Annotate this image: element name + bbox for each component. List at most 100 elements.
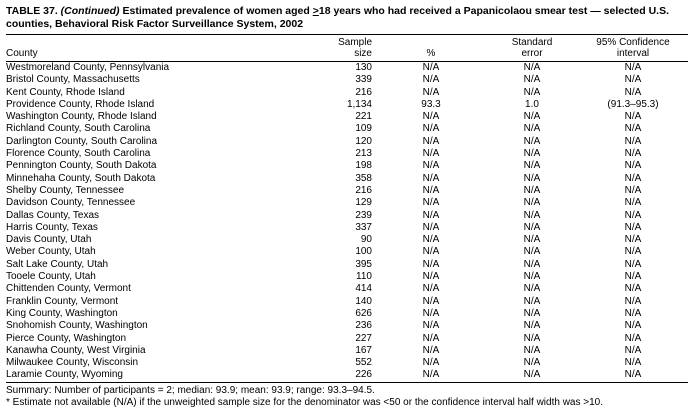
standard-error-cell: N/A <box>523 135 541 147</box>
sample-size-cell: 626 <box>355 307 372 319</box>
table-row: Snohomish County, Washington 236 N/A N/A… <box>6 320 688 332</box>
county-cell: Snohomish County, Washington <box>6 320 148 332</box>
standard-error-cell: N/A <box>523 172 541 184</box>
percent-cell: N/A <box>422 209 440 221</box>
sample-size-cell: 1,134 <box>346 98 372 110</box>
sample-size-cell: 129 <box>355 197 372 209</box>
standard-error-cell: N/A <box>523 62 541 73</box>
percent-cell: N/A <box>422 135 440 147</box>
column-header-sample-line2: size <box>354 48 372 59</box>
confidence-interval-cell: N/A <box>624 209 642 221</box>
standard-error-cell: N/A <box>523 221 541 233</box>
confidence-interval-cell: N/A <box>624 283 642 295</box>
column-header-sample-size: Sample size <box>336 34 376 62</box>
percent-cell: N/A <box>422 172 440 184</box>
table-row: Florence County, South Carolina 213 N/A … <box>6 148 688 160</box>
percent-cell: N/A <box>422 74 440 86</box>
percent-cell: N/A <box>376 369 486 383</box>
footnote-line: * Estimate not available (N/A) if the un… <box>6 396 603 408</box>
standard-error-cell: N/A <box>523 111 541 123</box>
table-row: King County, Washington 626 N/A N/A N/A <box>6 308 688 320</box>
confidence-interval-cell: (91.3–95.3) <box>607 98 659 110</box>
table-row: Richland County, South Carolina 109 N/A … <box>6 123 688 135</box>
column-header-ci-line1: 95% Confidence <box>596 37 670 48</box>
county-cell: Florence County, South Carolina <box>6 148 151 160</box>
table-number: TABLE 37. <box>6 5 58 17</box>
confidence-interval-cell: N/A <box>578 369 688 383</box>
sample-size-cell: 109 <box>355 123 372 135</box>
percent-cell: N/A <box>422 283 440 295</box>
column-header-county: County <box>6 34 336 62</box>
table-row: Davis County, Utah 90 N/A N/A N/A <box>6 234 688 246</box>
sample-size-cell: 90 <box>360 234 372 246</box>
county-cell: Washington County, Rhode Island <box>6 111 157 123</box>
sample-size-cell: 120 <box>355 135 372 147</box>
title-text-before: Estimated prevalence of women aged <box>122 5 313 17</box>
table-row: Providence County, Rhode Island 1,134 93… <box>6 99 688 111</box>
county-cell: Kent County, Rhode Island <box>6 86 125 98</box>
county-cell: Salt Lake County, Utah <box>6 258 109 270</box>
confidence-interval-cell: N/A <box>624 148 642 160</box>
percent-cell: N/A <box>422 332 440 344</box>
percent-cell: N/A <box>422 234 440 246</box>
table-row: Kent County, Rhode Island 216 N/A N/A N/… <box>6 87 688 99</box>
county-cell: Pierce County, Washington <box>6 332 127 344</box>
county-cell: Chittenden County, Vermont <box>6 283 131 295</box>
column-header-standard-error: Standard error <box>486 34 578 62</box>
table-row: Tooele County, Utah 110 N/A N/A N/A <box>6 271 688 283</box>
sample-size-cell: 227 <box>355 332 372 344</box>
standard-error-cell: N/A <box>523 148 541 160</box>
confidence-interval-cell: N/A <box>624 234 642 246</box>
standard-error-cell: N/A <box>523 74 541 86</box>
confidence-interval-cell: N/A <box>624 320 642 332</box>
greater-equal-symbol: > <box>312 5 319 17</box>
county-cell: Weber County, Utah <box>6 246 96 258</box>
sample-size-cell: 100 <box>355 246 372 258</box>
county-cell: Minnehaha County, South Dakota <box>6 172 156 184</box>
percent-cell: N/A <box>422 86 440 98</box>
column-header-ci-line2: interval <box>616 48 650 59</box>
confidence-interval-cell: N/A <box>624 258 642 270</box>
confidence-interval-cell: N/A <box>624 184 642 196</box>
column-header-sample-line1: Sample <box>338 37 372 48</box>
county-cell: King County, Washington <box>6 307 118 319</box>
table-row: Weber County, Utah 100 N/A N/A N/A <box>6 246 688 258</box>
county-cell: Laramie County, Wyoming <box>6 369 336 383</box>
confidence-interval-cell: N/A <box>624 271 642 283</box>
county-cell: Kanawha County, West Virginia <box>6 344 146 356</box>
standard-error-cell: N/A <box>523 307 541 319</box>
sample-size-cell: 414 <box>355 283 372 295</box>
continued-label: (Continued) <box>60 5 120 17</box>
sample-size-cell: 216 <box>355 184 372 196</box>
confidence-interval-cell: N/A <box>624 135 642 147</box>
table-row: Salt Lake County, Utah 395 N/A N/A N/A <box>6 259 688 271</box>
sample-size-cell: 552 <box>355 357 372 369</box>
standard-error-cell: N/A <box>523 320 541 332</box>
standard-error-cell: N/A <box>523 283 541 295</box>
sample-size-cell: 216 <box>355 86 372 98</box>
county-cell: Pennington County, South Dakota <box>6 160 157 172</box>
standard-error-cell: N/A <box>523 197 541 209</box>
county-cell: Franklin County, Vermont <box>6 295 119 307</box>
confidence-interval-cell: N/A <box>624 111 642 123</box>
sample-size-cell: 198 <box>355 160 372 172</box>
county-cell: Tooele County, Utah <box>6 271 96 283</box>
table-row: Pennington County, South Dakota 198 N/A … <box>6 160 688 172</box>
percent-cell: N/A <box>422 295 440 307</box>
percent-cell: N/A <box>422 111 440 123</box>
standard-error-cell: N/A <box>486 369 578 383</box>
sample-size-cell: 110 <box>356 271 372 283</box>
county-cell: Westmoreland County, Pennsylvania <box>6 62 170 73</box>
table-row: Laramie County, Wyoming 226 N/A N/A N/A <box>6 369 688 383</box>
standard-error-cell: N/A <box>523 295 541 307</box>
county-cell: Dallas County, Texas <box>6 209 100 221</box>
percent-cell: 93.3 <box>421 98 441 110</box>
sample-size-cell: 337 <box>355 221 372 233</box>
sample-size-cell: 226 <box>336 369 376 383</box>
percent-cell: N/A <box>422 160 440 172</box>
table-row: Chittenden County, Vermont 414 N/A N/A N… <box>6 283 688 295</box>
sample-size-cell: 221 <box>355 111 372 123</box>
confidence-interval-cell: N/A <box>624 74 642 86</box>
confidence-interval-cell: N/A <box>624 357 642 369</box>
